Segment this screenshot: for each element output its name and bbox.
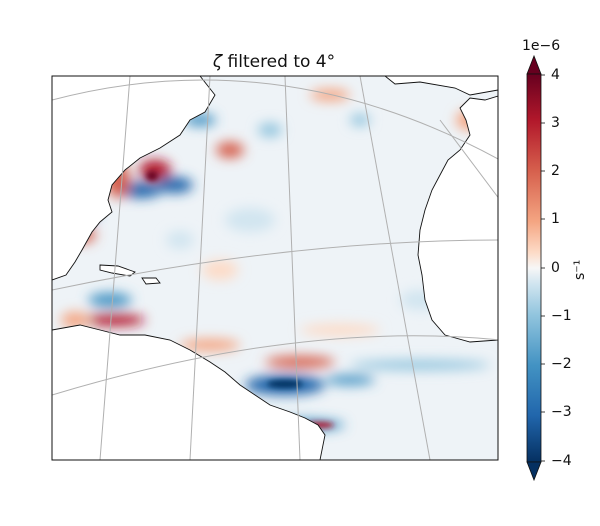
land-masses <box>52 76 498 460</box>
colorbar-tick-label: 1 <box>551 211 560 227</box>
colorbar-tick-label: −1 <box>551 308 572 324</box>
colorbar <box>526 54 545 482</box>
colorbar-tick-label: 4 <box>551 67 560 83</box>
colorbar-exponent: 1e−6 <box>522 38 561 54</box>
graticule <box>52 76 498 460</box>
colorbar-unit-label: s⁻¹ <box>572 259 588 280</box>
plot-title: ζ filtered to 4° <box>0 52 548 72</box>
map-frame <box>51 75 499 461</box>
title-symbol: ζ <box>212 52 223 72</box>
colorbar-extend-max <box>526 54 542 75</box>
colorbar-ticks <box>541 74 545 462</box>
colorbar-ramp <box>526 73 542 463</box>
colorbar-tick-label: 2 <box>551 163 560 179</box>
colorbar-tick-label: −3 <box>551 404 572 420</box>
colorbar-tick-label: −2 <box>551 356 572 372</box>
colorbar-tick-label: −4 <box>551 453 572 469</box>
colorbar-tick-label: 3 <box>551 115 560 131</box>
colorbar-extend-min <box>526 461 542 482</box>
title-text: filtered to 4° <box>227 52 336 72</box>
colorbar-tick-label: 0 <box>551 260 560 276</box>
